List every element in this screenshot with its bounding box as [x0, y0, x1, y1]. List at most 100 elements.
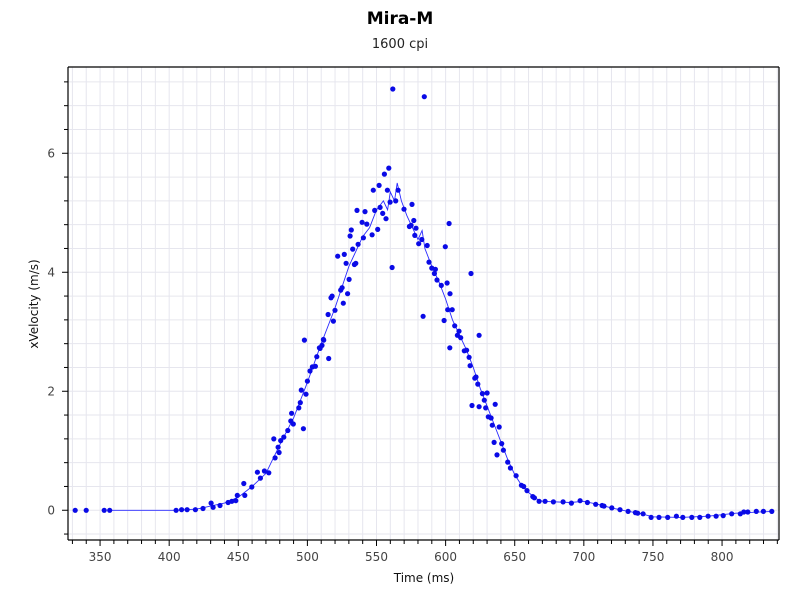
x-tick-label: 650 — [503, 550, 526, 564]
data-point — [289, 410, 295, 416]
data-point — [354, 207, 360, 213]
data-point — [210, 504, 216, 510]
data-point — [314, 354, 320, 360]
data-point — [419, 236, 425, 243]
data-point — [234, 492, 240, 498]
data-point — [312, 363, 318, 369]
grid-lines — [68, 67, 779, 540]
y-tick-label: 4 — [47, 265, 55, 279]
data-point — [217, 502, 223, 509]
data-point — [496, 424, 502, 430]
data-point — [412, 232, 418, 238]
data-point — [625, 508, 631, 514]
data-point — [542, 498, 548, 504]
data-point — [452, 323, 458, 329]
data-point — [444, 280, 450, 286]
data-point — [179, 507, 185, 513]
data-point — [481, 397, 487, 403]
data-point — [593, 501, 599, 507]
data-point — [249, 484, 255, 490]
data-point — [673, 513, 680, 519]
data-point — [281, 434, 287, 440]
data-point — [381, 171, 387, 177]
data-point — [360, 235, 366, 241]
data-point — [362, 209, 368, 215]
data-point — [307, 368, 313, 374]
data-point — [370, 187, 376, 193]
data-point — [521, 483, 527, 490]
data-point — [720, 513, 726, 519]
data-point — [648, 514, 654, 521]
data-point — [420, 313, 426, 319]
data-point — [275, 444, 281, 450]
data-point — [507, 465, 513, 471]
y-tick-label: 6 — [47, 146, 55, 160]
data-point — [500, 447, 506, 453]
data-point — [617, 507, 623, 513]
data-point — [442, 244, 448, 250]
data-point — [466, 354, 472, 360]
data-point — [350, 246, 356, 252]
data-point — [276, 449, 282, 456]
data-point — [353, 260, 359, 266]
data-point — [489, 422, 495, 428]
data-point — [577, 498, 583, 504]
data-point — [173, 507, 179, 513]
data-point — [458, 335, 464, 341]
data-point — [713, 513, 719, 519]
data-point — [494, 452, 500, 458]
data-point — [296, 405, 302, 411]
x-tick-label: 800 — [711, 550, 734, 564]
data-point — [359, 219, 365, 225]
data-point — [705, 513, 711, 519]
data-point — [200, 505, 206, 512]
data-point — [393, 198, 399, 204]
data-point — [242, 492, 248, 498]
data-point — [389, 264, 395, 271]
data-point — [301, 337, 307, 343]
data-point — [609, 505, 615, 511]
data-point — [531, 495, 538, 501]
x-tick-label: 750 — [641, 550, 664, 564]
data-point — [505, 459, 511, 465]
data-point — [491, 439, 497, 445]
data-point — [83, 507, 89, 513]
data-point — [375, 226, 381, 232]
chart-subtitle: 1600 cpi — [371, 37, 429, 52]
data-point — [760, 508, 767, 514]
data-point — [640, 511, 646, 517]
data-point — [372, 207, 378, 213]
data-point — [345, 291, 351, 297]
data-point — [468, 270, 474, 277]
data-point — [524, 488, 530, 494]
data-point — [72, 507, 78, 513]
data-point — [326, 355, 332, 362]
data-point — [413, 225, 419, 231]
data-point — [479, 391, 485, 397]
data-point — [304, 378, 310, 384]
data-point — [601, 503, 607, 509]
data-point — [488, 415, 494, 421]
data-point — [285, 427, 291, 434]
data-point — [568, 500, 575, 506]
data-point — [386, 165, 392, 171]
data-point — [192, 507, 198, 513]
data-point — [665, 514, 671, 521]
data-point — [432, 266, 438, 272]
x-tick-label: 350 — [89, 550, 112, 564]
data-point — [347, 233, 353, 239]
data-point — [680, 514, 686, 521]
data-point — [484, 390, 490, 396]
data-point — [257, 475, 263, 481]
data-point — [369, 232, 375, 238]
data-point — [438, 282, 444, 288]
x-tick-label: 600 — [434, 550, 457, 564]
data-point — [330, 318, 336, 324]
data-point — [297, 400, 303, 406]
data-point — [536, 498, 542, 504]
data-point — [290, 421, 296, 427]
data-point — [241, 480, 247, 487]
data-point — [271, 436, 277, 442]
data-point — [741, 509, 747, 515]
data-point — [441, 317, 447, 324]
